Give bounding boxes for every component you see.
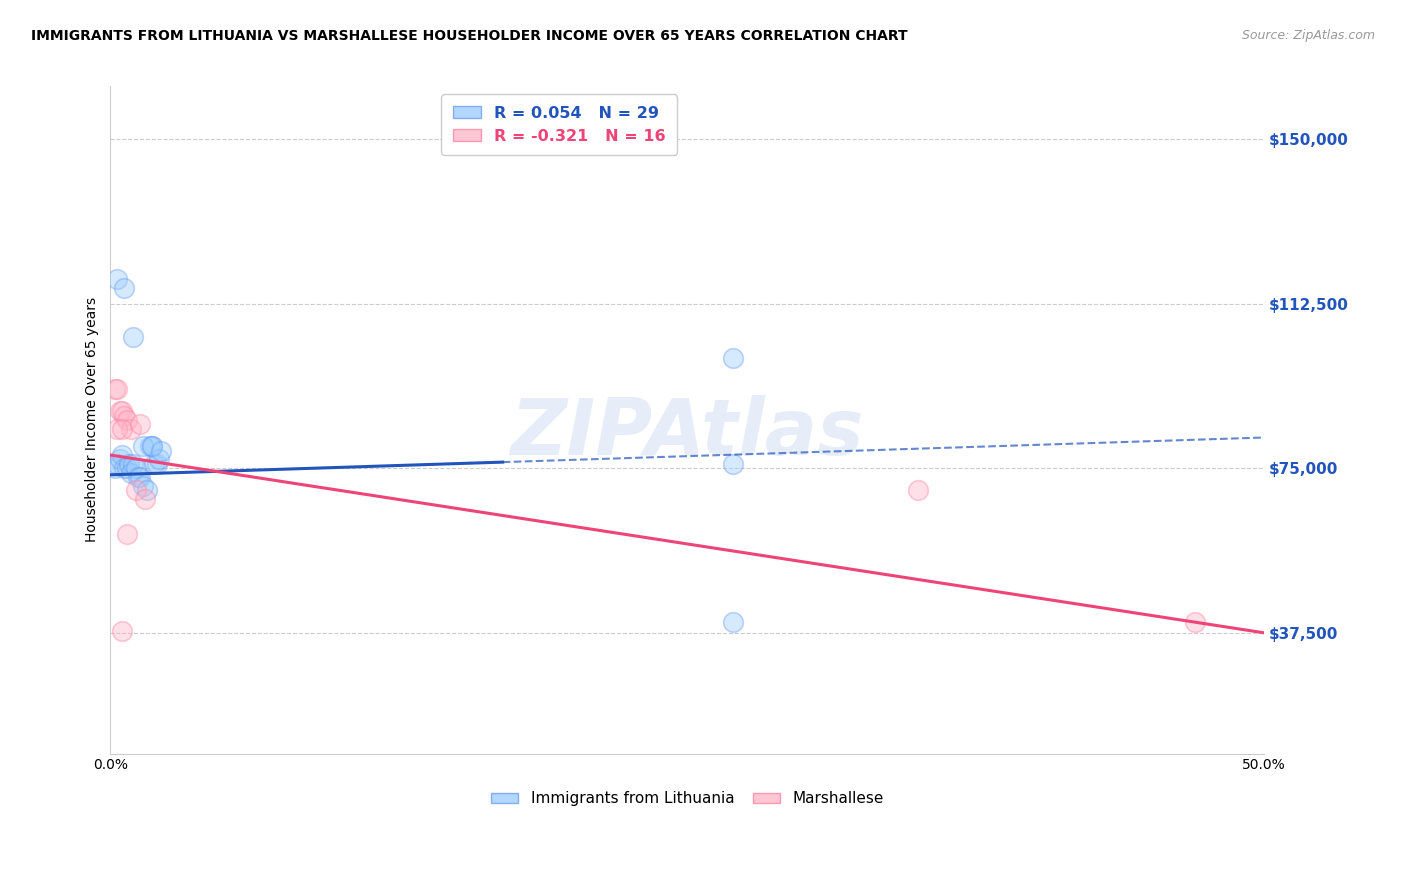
Point: [122, 457, 145, 471]
Point: [723, 615, 745, 629]
Point: [143, 457, 166, 471]
Point: [105, 272, 128, 286]
Point: [129, 417, 152, 432]
Point: [112, 461, 135, 475]
Point: [145, 457, 167, 471]
Point: [907, 483, 929, 498]
Point: [105, 422, 128, 436]
Point: [132, 479, 155, 493]
Point: [118, 457, 141, 471]
Point: [105, 382, 128, 396]
Text: ZIPAtlas: ZIPAtlas: [510, 395, 865, 471]
Point: [129, 470, 152, 484]
Point: [104, 461, 127, 475]
Point: [111, 448, 134, 462]
Point: [115, 461, 138, 475]
Point: [125, 461, 148, 475]
Point: [108, 404, 131, 418]
Point: [115, 413, 138, 427]
Point: [132, 439, 155, 453]
Point: [138, 439, 160, 453]
Text: Source: ZipAtlas.com: Source: ZipAtlas.com: [1241, 29, 1375, 42]
Point: [111, 422, 134, 436]
Point: [141, 439, 163, 453]
Legend: Immigrants from Lithuania, Marshallese: Immigrants from Lithuania, Marshallese: [485, 785, 890, 813]
Point: [115, 527, 138, 541]
Point: [104, 382, 127, 396]
Point: [150, 443, 173, 458]
Point: [134, 491, 156, 506]
Text: IMMIGRANTS FROM LITHUANIA VS MARSHALLESE HOUSEHOLDER INCOME OVER 65 YEARS CORREL: IMMIGRANTS FROM LITHUANIA VS MARSHALLESE…: [31, 29, 907, 43]
Point: [125, 483, 148, 498]
Point: [141, 439, 163, 453]
Y-axis label: Householder Income Over 65 years: Householder Income Over 65 years: [86, 297, 100, 542]
Point: [148, 452, 170, 467]
Point: [120, 422, 142, 436]
Point: [127, 470, 149, 484]
Point: [136, 483, 159, 498]
Point: [112, 281, 135, 295]
Point: [105, 457, 128, 471]
Point: [122, 329, 145, 343]
Point: [1184, 615, 1206, 629]
Point: [111, 404, 134, 418]
Point: [108, 452, 131, 467]
Point: [111, 624, 134, 638]
Point: [723, 351, 745, 366]
Point: [723, 457, 745, 471]
Point: [120, 466, 142, 480]
Point: [112, 409, 135, 423]
